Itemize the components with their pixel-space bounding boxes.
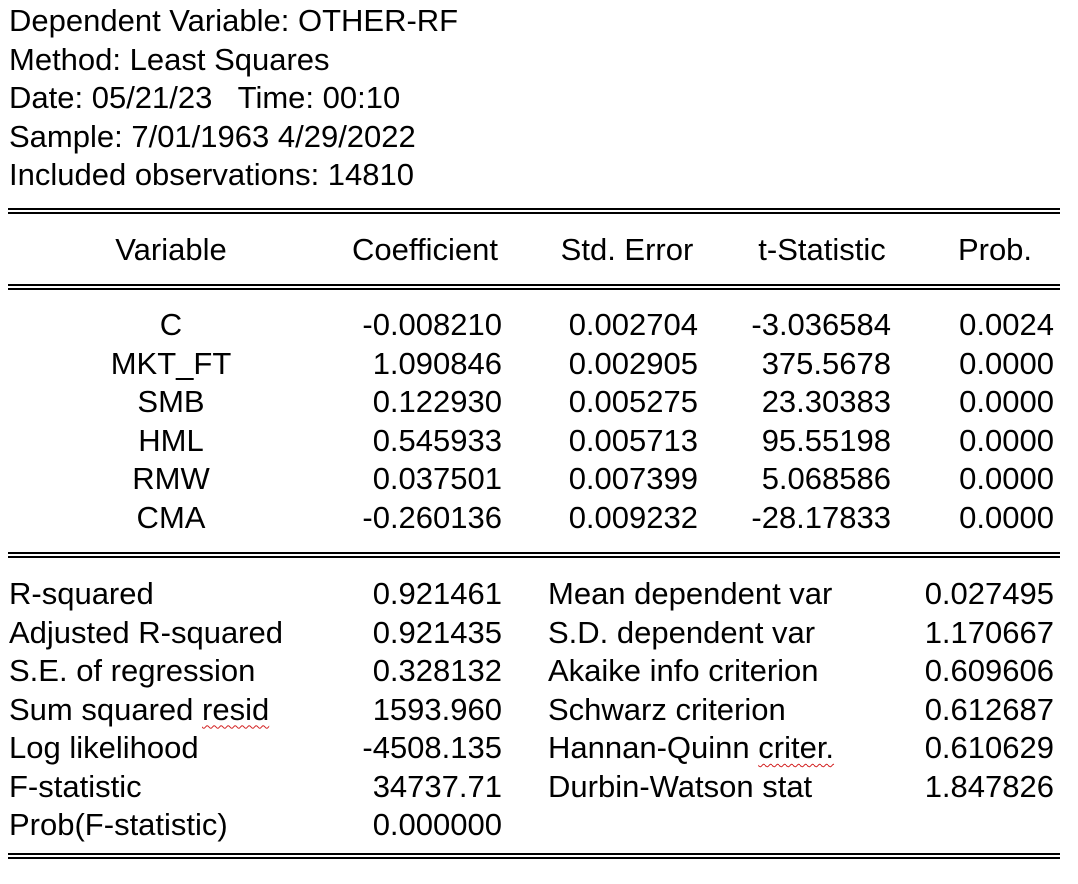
t-statistic-cell: 95.55198	[761, 422, 891, 458]
column-header-coefficient: Coefficient	[352, 232, 498, 267]
coefficient-cell: 0.545933	[372, 422, 502, 458]
stat-label-text: Hannan-Quinn	[548, 730, 759, 765]
stat-value: 0.612687	[924, 691, 1054, 727]
variable-cell: RMW	[132, 461, 210, 496]
stat-label: R-squared	[9, 576, 154, 611]
prob-cell: 0.0000	[959, 345, 1054, 381]
column-header-variable: Variable	[115, 232, 227, 267]
coefficient-cell: 0.122930	[372, 384, 502, 419]
prob-cell: 0.0000	[959, 499, 1054, 535]
t-statistic-cell: 23.30383	[761, 384, 891, 419]
table-top-rule	[8, 208, 1060, 214]
stat-value: 0.921461	[372, 576, 502, 611]
table-middle-rule	[8, 552, 1060, 558]
spellcheck-flagged-word: criter.	[758, 730, 835, 765]
stat-value: 0.328132	[372, 653, 502, 688]
stat-label: Akaike info criterion	[548, 653, 819, 688]
stat-label: Prob(F-statistic)	[9, 807, 228, 842]
std-error-cell: 0.007399	[568, 461, 698, 496]
stat-value: 1593.960	[372, 691, 502, 727]
variable-cell: C	[159, 307, 183, 342]
prob-cell: 0.0000	[959, 422, 1054, 458]
stat-label: S.D. dependent var	[548, 614, 816, 650]
stat-label: Sum squared resid	[9, 691, 269, 730]
prob-cell: 0.0000	[959, 384, 1054, 419]
observations-line: Included observations: 14810	[9, 157, 415, 192]
std-error-cell: 0.009232	[568, 499, 698, 535]
stat-label: Durbin-Watson stat	[548, 768, 813, 804]
table-bottom-rule	[8, 853, 1060, 859]
stat-label: S.E. of regression	[9, 653, 256, 688]
column-header-std-error: Std. Error	[560, 232, 694, 267]
variable-cell: SMB	[137, 384, 205, 419]
stat-value: -4508.135	[362, 730, 502, 765]
coefficient-cell: -0.260136	[362, 499, 502, 535]
stat-value: 0.000000	[372, 807, 502, 842]
variable-cell: CMA	[136, 499, 206, 535]
std-error-cell: 0.002704	[568, 307, 698, 342]
stat-label-text: Sum squared	[9, 691, 202, 727]
column-header-t-statistic: t-Statistic	[758, 232, 886, 267]
std-error-cell: 0.005713	[568, 422, 698, 458]
table-header-rule	[8, 284, 1060, 290]
stat-value: 34737.71	[372, 768, 502, 804]
stat-label: Schwarz criterion	[548, 691, 786, 727]
std-error-cell: 0.002905	[568, 345, 698, 381]
t-statistic-cell: -3.036584	[751, 307, 891, 342]
regression-header: Dependent Variable: OTHER-RF Method: Lea…	[9, 2, 458, 195]
stat-label: F-statistic	[9, 768, 142, 804]
stat-value: 1.847826	[924, 768, 1054, 804]
dependent-variable-line: Dependent Variable: OTHER-RF	[9, 3, 459, 38]
stat-value: 0.027495	[924, 576, 1054, 611]
stat-label: Mean dependent var	[548, 576, 833, 611]
prob-cell: 0.0024	[959, 307, 1054, 342]
t-statistic-cell: -28.17833	[751, 499, 891, 535]
stat-value: 0.921435	[372, 614, 502, 650]
std-error-cell: 0.005275	[568, 384, 698, 419]
coefficient-cell: 1.090846	[372, 345, 502, 381]
column-header-prob: Prob.	[957, 232, 1033, 267]
stat-label: Log likelihood	[9, 730, 199, 765]
coefficient-cell: -0.008210	[362, 307, 502, 342]
t-statistic-cell: 375.5678	[761, 345, 891, 381]
variable-cell: MKT_FT	[110, 345, 232, 381]
stat-value: 0.610629	[924, 730, 1054, 765]
prob-cell: 0.0000	[959, 461, 1054, 496]
date-time-line: Date: 05/21/23 Time: 00:10	[9, 80, 401, 115]
stat-value: 0.609606	[924, 653, 1054, 688]
t-statistic-cell: 5.068586	[761, 461, 891, 496]
variable-cell: HML	[138, 422, 204, 458]
sample-line: Sample: 7/01/1963 4/29/2022	[9, 118, 416, 154]
coefficient-cell: 0.037501	[372, 461, 502, 496]
method-line: Method: Least Squares	[9, 41, 330, 77]
stat-value: 1.170667	[924, 614, 1054, 650]
stat-label: Hannan-Quinn criter.	[548, 729, 834, 768]
stat-label: Adjusted R-squared	[9, 614, 283, 650]
spellcheck-flagged-word: resid	[202, 691, 270, 727]
